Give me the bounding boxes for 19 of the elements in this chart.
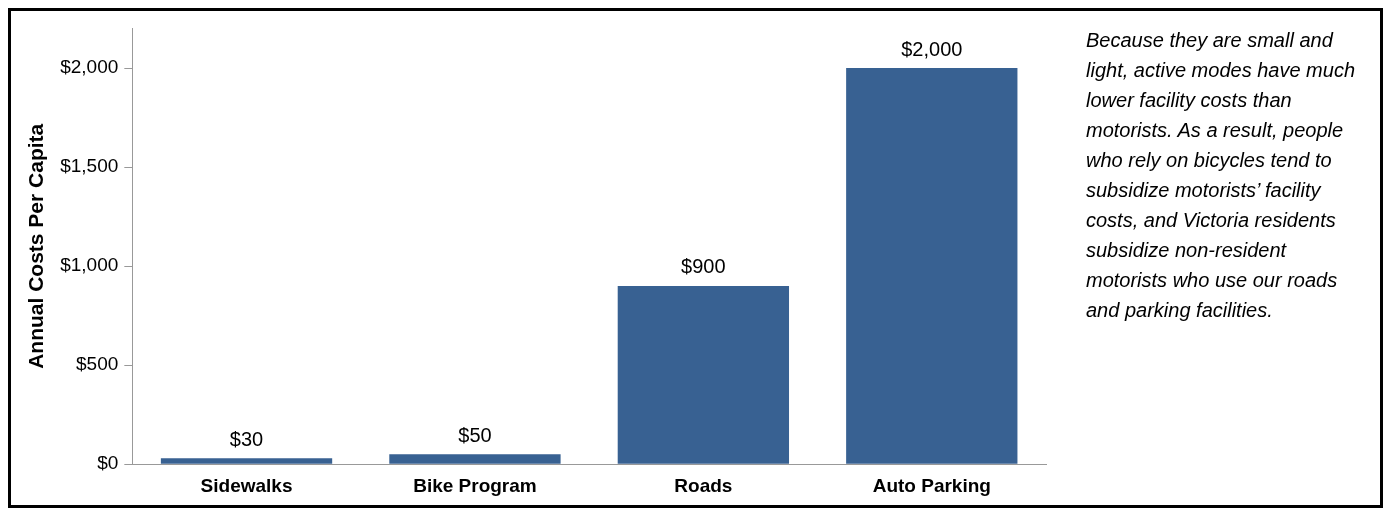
x-tick-label: Roads <box>674 474 733 496</box>
data-label: $30 <box>229 427 264 450</box>
y-axis-title: Annual Costs Per Capita <box>24 123 48 369</box>
y-tick-label: $2,000 <box>60 56 119 78</box>
x-tick-label: Auto Parking <box>872 474 991 496</box>
text: Because they are small and light, active modes have much lower facility costs than motorists. As a result, people who rely on bicycles tend to subsidize motorists’ facility costs, and Victoria residents subsidize non-resident motorists who use our roads and parking facilities. <box>1086 29 1356 321</box>
y-tick-label: $1,500 <box>60 155 119 177</box>
data-label: $50 <box>458 423 492 446</box>
y-tick-label: $0 <box>97 452 119 474</box>
bar <box>389 454 561 464</box>
y-tick-label: $500 <box>76 353 119 375</box>
data-label: $900 <box>681 255 726 278</box>
data-label: $2,000 <box>901 37 963 60</box>
x-tick-label: Sidewalks <box>200 474 293 496</box>
y-tick-label: $1,000 <box>60 254 119 276</box>
x-tick-label: Bike Program <box>413 474 537 496</box>
bar <box>846 68 1018 464</box>
bar <box>160 458 333 464</box>
bar <box>617 285 790 464</box>
